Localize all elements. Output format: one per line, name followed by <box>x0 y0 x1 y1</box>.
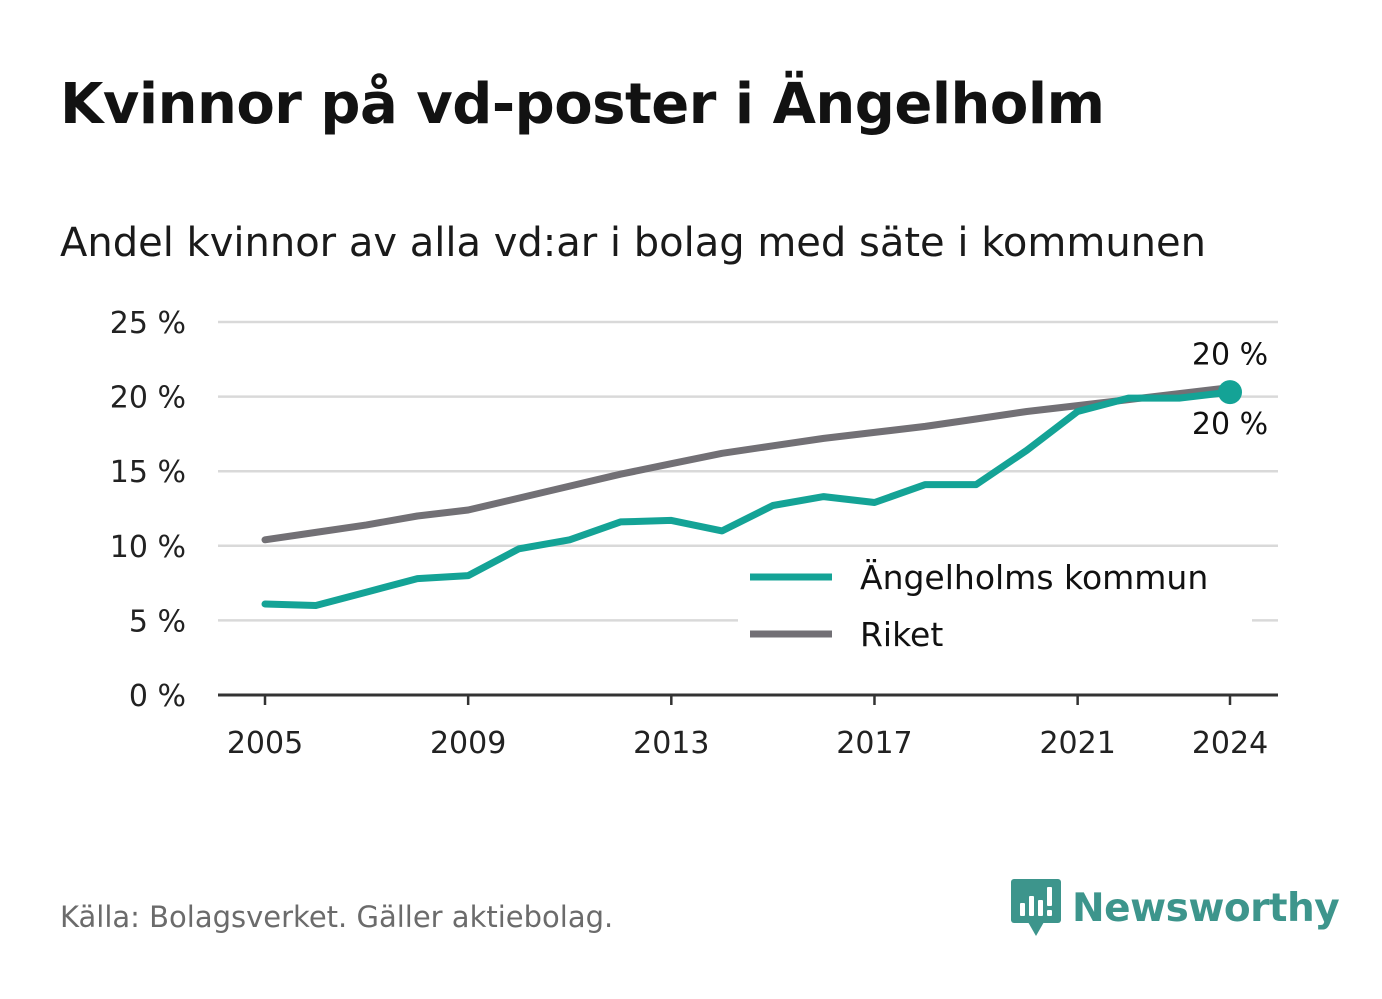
source-note: Källa: Bolagsverket. Gäller aktiebolag. <box>60 900 614 934</box>
x-axis-ticks: 2005 2009 2013 2017 2021 2024 <box>227 695 1268 761</box>
end-value-label-angelholm: 20 % <box>1192 407 1268 442</box>
chart-subtitle: Andel kvinnor av alla vd:ar i bolag med … <box>60 220 1206 266</box>
end-point-marker <box>1218 380 1242 405</box>
newsworthy-logo-icon <box>1011 879 1061 936</box>
y-tick-label: 10 % <box>110 530 186 565</box>
y-tick-label: 15 % <box>110 455 186 490</box>
x-tick-label: 2009 <box>430 726 506 761</box>
legend-label-riket: Riket <box>860 615 943 654</box>
series-line-angelholm <box>261 388 1234 609</box>
x-tick-label: 2017 <box>836 726 912 761</box>
legend-label-angelholm: Ängelholms kommun <box>860 558 1208 597</box>
legend: Ängelholms kommun Riket <box>738 547 1252 665</box>
brand-name: Newsworthy <box>1072 885 1340 931</box>
end-value-label-riket: 20 % <box>1192 338 1268 373</box>
y-tick-label: 25 % <box>110 306 186 341</box>
y-axis-ticks: 0 % 5 % 10 % 15 % 20 % 25 % <box>110 306 186 714</box>
series-line-riket <box>261 384 1234 544</box>
series-lines <box>261 380 1242 609</box>
x-tick-label: 2024 <box>1192 726 1268 761</box>
x-tick-label: 2013 <box>633 726 709 761</box>
brand-logo: Newsworthy <box>1010 878 1340 938</box>
y-tick-label: 0 % <box>129 679 186 714</box>
x-tick-label: 2021 <box>1039 726 1115 761</box>
x-tick-label: 2005 <box>227 726 303 761</box>
chart-title: Kvinnor på vd-poster i Ängelholm <box>60 72 1105 137</box>
y-tick-label: 5 % <box>129 604 186 639</box>
y-tick-label: 20 % <box>110 381 186 416</box>
legend-background <box>738 547 1252 665</box>
